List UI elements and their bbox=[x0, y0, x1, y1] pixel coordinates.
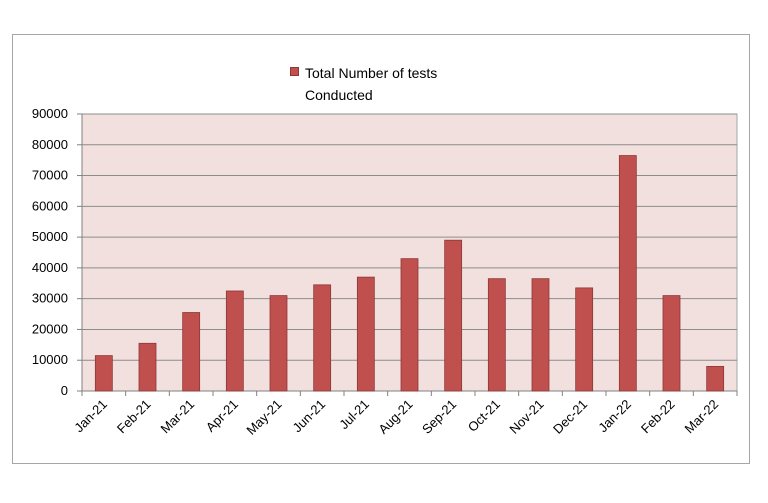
y-tick-label: 80000 bbox=[32, 137, 68, 152]
bar bbox=[94, 355, 113, 392]
x-tick-label: Mar-22 bbox=[682, 397, 722, 437]
bar bbox=[531, 278, 550, 392]
bar bbox=[138, 342, 157, 392]
bar bbox=[662, 295, 681, 392]
x-tick-label: Oct-21 bbox=[465, 397, 503, 435]
bar bbox=[487, 278, 506, 392]
y-tick-label: 70000 bbox=[32, 168, 68, 183]
y-tick-label: 0 bbox=[61, 383, 68, 398]
bar bbox=[575, 287, 594, 392]
x-tick-label: Dec-21 bbox=[550, 397, 590, 437]
y-tick-label: 60000 bbox=[32, 198, 68, 213]
y-tick-label: 90000 bbox=[32, 106, 68, 121]
bar bbox=[356, 276, 375, 392]
bar bbox=[182, 312, 201, 392]
y-tick-label: 30000 bbox=[32, 291, 68, 306]
x-tick-label: Sep-21 bbox=[419, 397, 459, 437]
x-tick-label: Jun-21 bbox=[290, 397, 329, 436]
y-tick-label: 50000 bbox=[32, 229, 68, 244]
bar bbox=[706, 365, 725, 392]
x-tick-label: Apr-21 bbox=[203, 397, 241, 435]
x-tick-label: Jul-21 bbox=[336, 397, 372, 433]
legend-swatch bbox=[290, 67, 299, 76]
y-tick-label: 20000 bbox=[32, 321, 68, 336]
x-tick-label: Feb-21 bbox=[114, 397, 154, 437]
bar bbox=[444, 239, 463, 392]
x-tick-label: Aug-21 bbox=[375, 397, 415, 437]
bar bbox=[618, 155, 637, 392]
x-tick-label: May-21 bbox=[243, 397, 284, 438]
bar bbox=[400, 258, 419, 392]
x-tick-label: Feb-22 bbox=[638, 397, 678, 437]
x-tick-label: Jan-21 bbox=[71, 397, 110, 436]
x-tick-label: Mar-21 bbox=[158, 397, 198, 437]
x-tick-label: Nov-21 bbox=[506, 397, 546, 437]
bar bbox=[225, 290, 244, 392]
x-tick-label: Jan-22 bbox=[595, 397, 634, 436]
legend-label: Total Number of tests Conducted bbox=[305, 65, 438, 103]
y-tick-label: 40000 bbox=[32, 260, 68, 275]
y-tick-label: 10000 bbox=[32, 352, 68, 367]
bar bbox=[313, 284, 332, 392]
bar bbox=[269, 295, 288, 392]
